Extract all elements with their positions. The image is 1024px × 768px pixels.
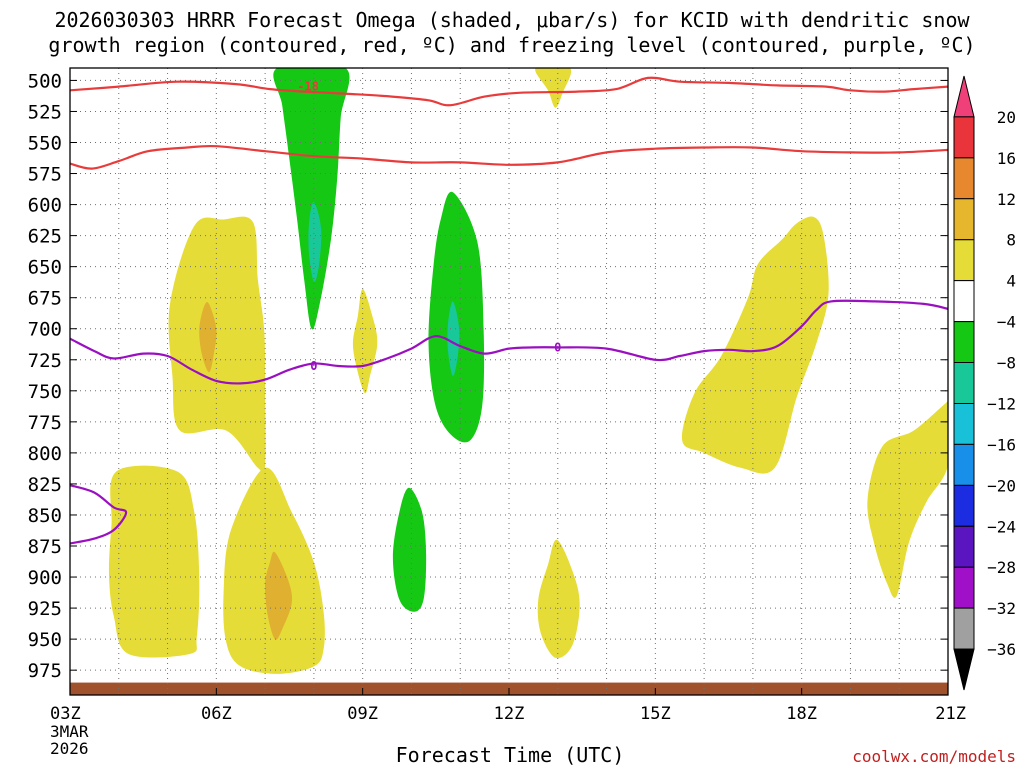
y-tick-label-700: 700 bbox=[28, 319, 62, 341]
colorbar-label-2: 12 bbox=[997, 190, 1016, 209]
y-tick-label-750: 750 bbox=[28, 381, 62, 403]
colorbar-segment-5 bbox=[953, 280, 975, 323]
omega-region-2 bbox=[108, 465, 200, 658]
x-tick-sublabel-0-0: 3MAR bbox=[50, 722, 89, 741]
omega-shading-layer bbox=[70, 68, 948, 695]
x-tick-sublabel-0-1: 2026 bbox=[50, 739, 89, 758]
colorbar-segment-10 bbox=[953, 484, 975, 527]
colorbar-segment-12 bbox=[953, 566, 975, 609]
x-tick-label-1: 06Z bbox=[201, 704, 232, 724]
y-tick-label-950: 950 bbox=[28, 629, 62, 651]
colorbar-segment-6 bbox=[953, 321, 975, 364]
chart-title-line-1: 2026030303 HRRR Forecast Omega (shaded, … bbox=[54, 8, 970, 32]
y-tick-label-600: 600 bbox=[28, 195, 62, 217]
y-tick-label-875: 875 bbox=[28, 536, 62, 558]
colorbar-label-1: 16 bbox=[997, 149, 1016, 168]
chart-title-line-2: growth region (contoured, red, ºC) and f… bbox=[48, 33, 976, 57]
x-tick-label-4: 15Z bbox=[640, 704, 671, 724]
colorbar-segment-8 bbox=[953, 402, 975, 445]
omega-region-13 bbox=[447, 301, 460, 376]
freezing-contour-line-2 bbox=[70, 484, 128, 545]
y-tick-label-650: 650 bbox=[28, 257, 62, 279]
omega-region-8 bbox=[681, 216, 829, 474]
y-tick-label-525: 525 bbox=[28, 101, 62, 123]
omega-region-9 bbox=[867, 400, 948, 598]
x-tick-label-5: 18Z bbox=[786, 704, 817, 724]
y-tick-label-500: 500 bbox=[28, 70, 62, 92]
omega-region-1 bbox=[199, 301, 217, 373]
omega-region-5 bbox=[352, 289, 378, 394]
x-tick-label-2: 09Z bbox=[347, 704, 378, 724]
contour-layer: -18 0 0 bbox=[70, 76, 948, 545]
colorbar-label-10: −24 bbox=[987, 517, 1016, 536]
colorbar-label-11: −28 bbox=[987, 558, 1016, 577]
y-tick-label-675: 675 bbox=[28, 288, 62, 310]
colorbar-segment-2 bbox=[953, 157, 975, 200]
y-tick-label-575: 575 bbox=[28, 164, 62, 186]
colorbar-label-12: −32 bbox=[987, 599, 1016, 618]
y-tick-label-825: 825 bbox=[28, 474, 62, 496]
x-tick-label-3: 12Z bbox=[494, 704, 525, 724]
colorbar-segment-11 bbox=[953, 525, 975, 568]
omega-region-4 bbox=[265, 551, 293, 640]
y-tick-label-850: 850 bbox=[28, 505, 62, 527]
x-axis-label: Forecast Time (UTC) bbox=[395, 743, 625, 767]
freezing-contour-label-0: 0 bbox=[310, 359, 317, 373]
y-tick-label-550: 550 bbox=[28, 132, 62, 154]
colorbar-segment-3 bbox=[953, 198, 975, 241]
y-tick-label-900: 900 bbox=[28, 567, 62, 589]
dgz-contour-line-1 bbox=[70, 144, 948, 170]
y-tick-label-725: 725 bbox=[28, 350, 62, 372]
freezing-contour-line-0 bbox=[70, 299, 948, 385]
y-tick-label-975: 975 bbox=[28, 660, 62, 682]
dgz-contour-line-0 bbox=[70, 76, 948, 107]
y-tick-label-925: 925 bbox=[28, 598, 62, 620]
colorbar-segment-1 bbox=[953, 116, 975, 159]
omega-colorbar: 20 16 12 8 4 −4 −8 −12 −16 −20 −24 −28 −32 −36 bbox=[953, 75, 1016, 691]
colorbar-segment-0 bbox=[953, 75, 975, 118]
x-tick-label-6: 21Z bbox=[935, 704, 966, 724]
omega-region-6 bbox=[535, 68, 572, 108]
omega-region-10 bbox=[273, 68, 350, 330]
colorbar-label-8: −16 bbox=[987, 435, 1016, 454]
colorbar-label-4: 4 bbox=[1006, 272, 1016, 291]
y-tick-label-800: 800 bbox=[28, 443, 62, 465]
colorbar-label-6: −8 bbox=[997, 354, 1016, 373]
site-credit-link[interactable]: coolwx.com/models bbox=[852, 747, 1016, 766]
colorbar-label-9: −20 bbox=[987, 476, 1016, 495]
y-tick-label-625: 625 bbox=[28, 226, 62, 248]
colorbar-label-3: 8 bbox=[1006, 231, 1016, 250]
dgz-contour-label-0: -18 bbox=[297, 80, 319, 94]
colorbar-label-13: −36 bbox=[987, 640, 1016, 659]
freezing-contour-label-1: 0 bbox=[554, 340, 561, 354]
omega-region-14 bbox=[392, 487, 427, 612]
omega-region-0 bbox=[168, 216, 266, 474]
colorbar-segment-7 bbox=[953, 362, 975, 404]
colorbar-label-5: −4 bbox=[997, 313, 1016, 332]
y-tick-label-775: 775 bbox=[28, 412, 62, 434]
x-tick-label-0: 03Z bbox=[50, 704, 81, 724]
omega-region-7 bbox=[537, 539, 580, 659]
omega-region-11 bbox=[308, 202, 322, 282]
colorbar-label-7: −12 bbox=[987, 394, 1016, 413]
colorbar-segment-4 bbox=[953, 239, 975, 282]
colorbar-segment-13 bbox=[953, 607, 975, 650]
colorbar-segment-9 bbox=[953, 443, 975, 486]
y-axis-pressure: 500 525 550 575 600 625 650 675 700 725 750 775 800 8… bbox=[28, 70, 948, 682]
colorbar-label-0: 20 bbox=[997, 108, 1016, 127]
colorbar-segment-14 bbox=[953, 648, 975, 691]
